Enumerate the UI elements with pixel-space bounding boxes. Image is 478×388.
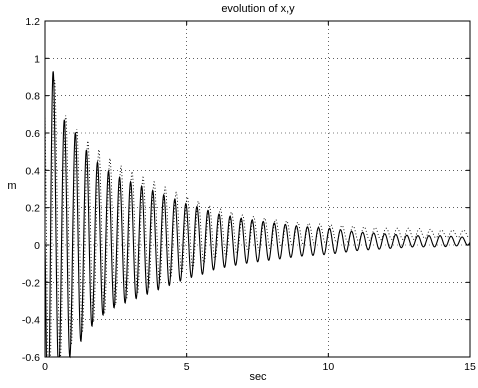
y-tick-label: -0.2 [22,277,40,289]
y-tick-label: -0.6 [22,352,40,364]
y-tick-label: 0.6 [25,128,40,140]
y-tick-label: 1.2 [25,16,40,28]
series-layer [44,71,471,359]
x-tick-label: 0 [42,361,48,373]
axes-frame [44,20,471,358]
tick-labels: -0.6 -0.4 -0.2 0 0.2 0.4 0.6 0.8 1 1.2 0 5 10 15 [22,16,476,373]
y-tick-label: -0.4 [22,315,40,327]
grid [45,21,470,357]
y-axis-label: m [7,180,16,192]
x-tick-label: 15 [464,361,476,373]
y-tick-label: 0.2 [25,203,40,215]
chart-title: evolution of x,y [221,3,295,15]
x-tick-label: 5 [184,361,190,373]
plot-area [45,21,470,357]
y-tick-label: 0.4 [25,165,40,177]
y-tick-label: 0 [34,240,40,252]
ticks [44,20,471,358]
series-line-solid [44,71,471,359]
y-tick-label: 1 [34,53,40,65]
series-line-dotted [44,80,471,358]
x-tick-label: 10 [322,361,334,373]
y-tick-label: 0.8 [25,91,40,103]
x-axis-label: sec [249,371,267,383]
